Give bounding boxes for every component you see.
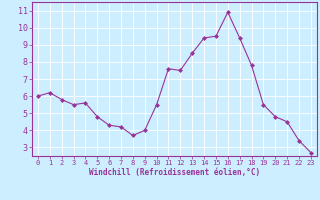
X-axis label: Windchill (Refroidissement éolien,°C): Windchill (Refroidissement éolien,°C): [89, 168, 260, 177]
